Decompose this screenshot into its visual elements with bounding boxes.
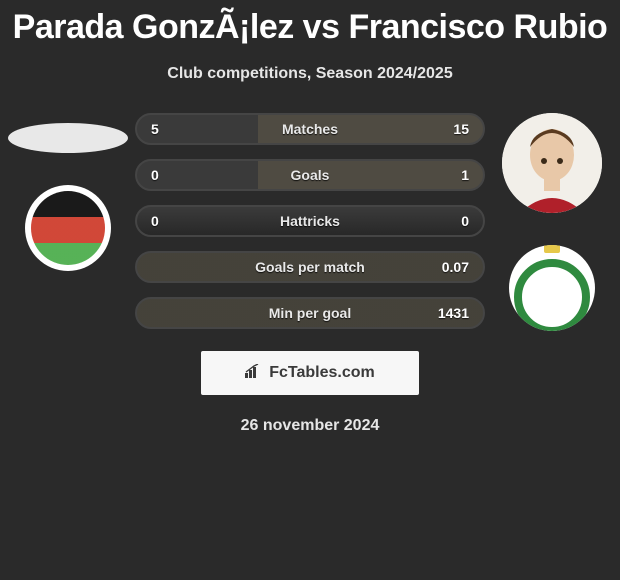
stat-right-value: 15 (433, 121, 469, 137)
left-player-avatar-placeholder (8, 123, 128, 153)
stat-left-value: 5 (151, 121, 187, 137)
subtitle: Club competitions, Season 2024/2025 (167, 65, 452, 83)
date-label: 26 november 2024 (241, 417, 380, 435)
stat-label: Matches (282, 121, 338, 137)
stat-label: Goals per match (255, 259, 365, 275)
chart-icon (245, 364, 263, 383)
stat-label: Hattricks (280, 213, 340, 229)
main-row: 5 Matches 15 0 Goals 1 0 Hattricks 0 Goa… (0, 113, 620, 331)
right-player-avatar (502, 113, 602, 213)
right-club-logo (509, 245, 595, 331)
stat-right-value: 0 (433, 213, 469, 229)
right-player-column (497, 113, 607, 331)
left-player-column (13, 113, 123, 271)
stat-row-goals-per-match: Goals per match 0.07 (135, 251, 485, 283)
stat-row-matches: 5 Matches 15 (135, 113, 485, 145)
stat-right-value: 0.07 (433, 259, 469, 275)
stat-label: Goals (291, 167, 330, 183)
stat-row-min-per-goal: Min per goal 1431 (135, 297, 485, 329)
attribution-badge[interactable]: FcTables.com (201, 351, 419, 395)
left-club-logo (25, 185, 111, 271)
stat-left-value: 0 (151, 167, 187, 183)
stats-column: 5 Matches 15 0 Goals 1 0 Hattricks 0 Goa… (135, 113, 485, 329)
page-title: Parada GonzÃ¡lez vs Francisco Rubio (13, 8, 608, 47)
stat-label: Min per goal (269, 305, 351, 321)
comparison-card: Parada GonzÃ¡lez vs Francisco Rubio Club… (0, 0, 620, 580)
stat-row-hattricks: 0 Hattricks 0 (135, 205, 485, 237)
attribution-label: FcTables.com (269, 364, 375, 382)
stat-right-value: 1 (433, 167, 469, 183)
avatar-placeholder-icon (502, 113, 602, 213)
stat-left-value: 0 (151, 213, 187, 229)
stat-right-value: 1431 (433, 305, 469, 321)
stat-row-goals: 0 Goals 1 (135, 159, 485, 191)
